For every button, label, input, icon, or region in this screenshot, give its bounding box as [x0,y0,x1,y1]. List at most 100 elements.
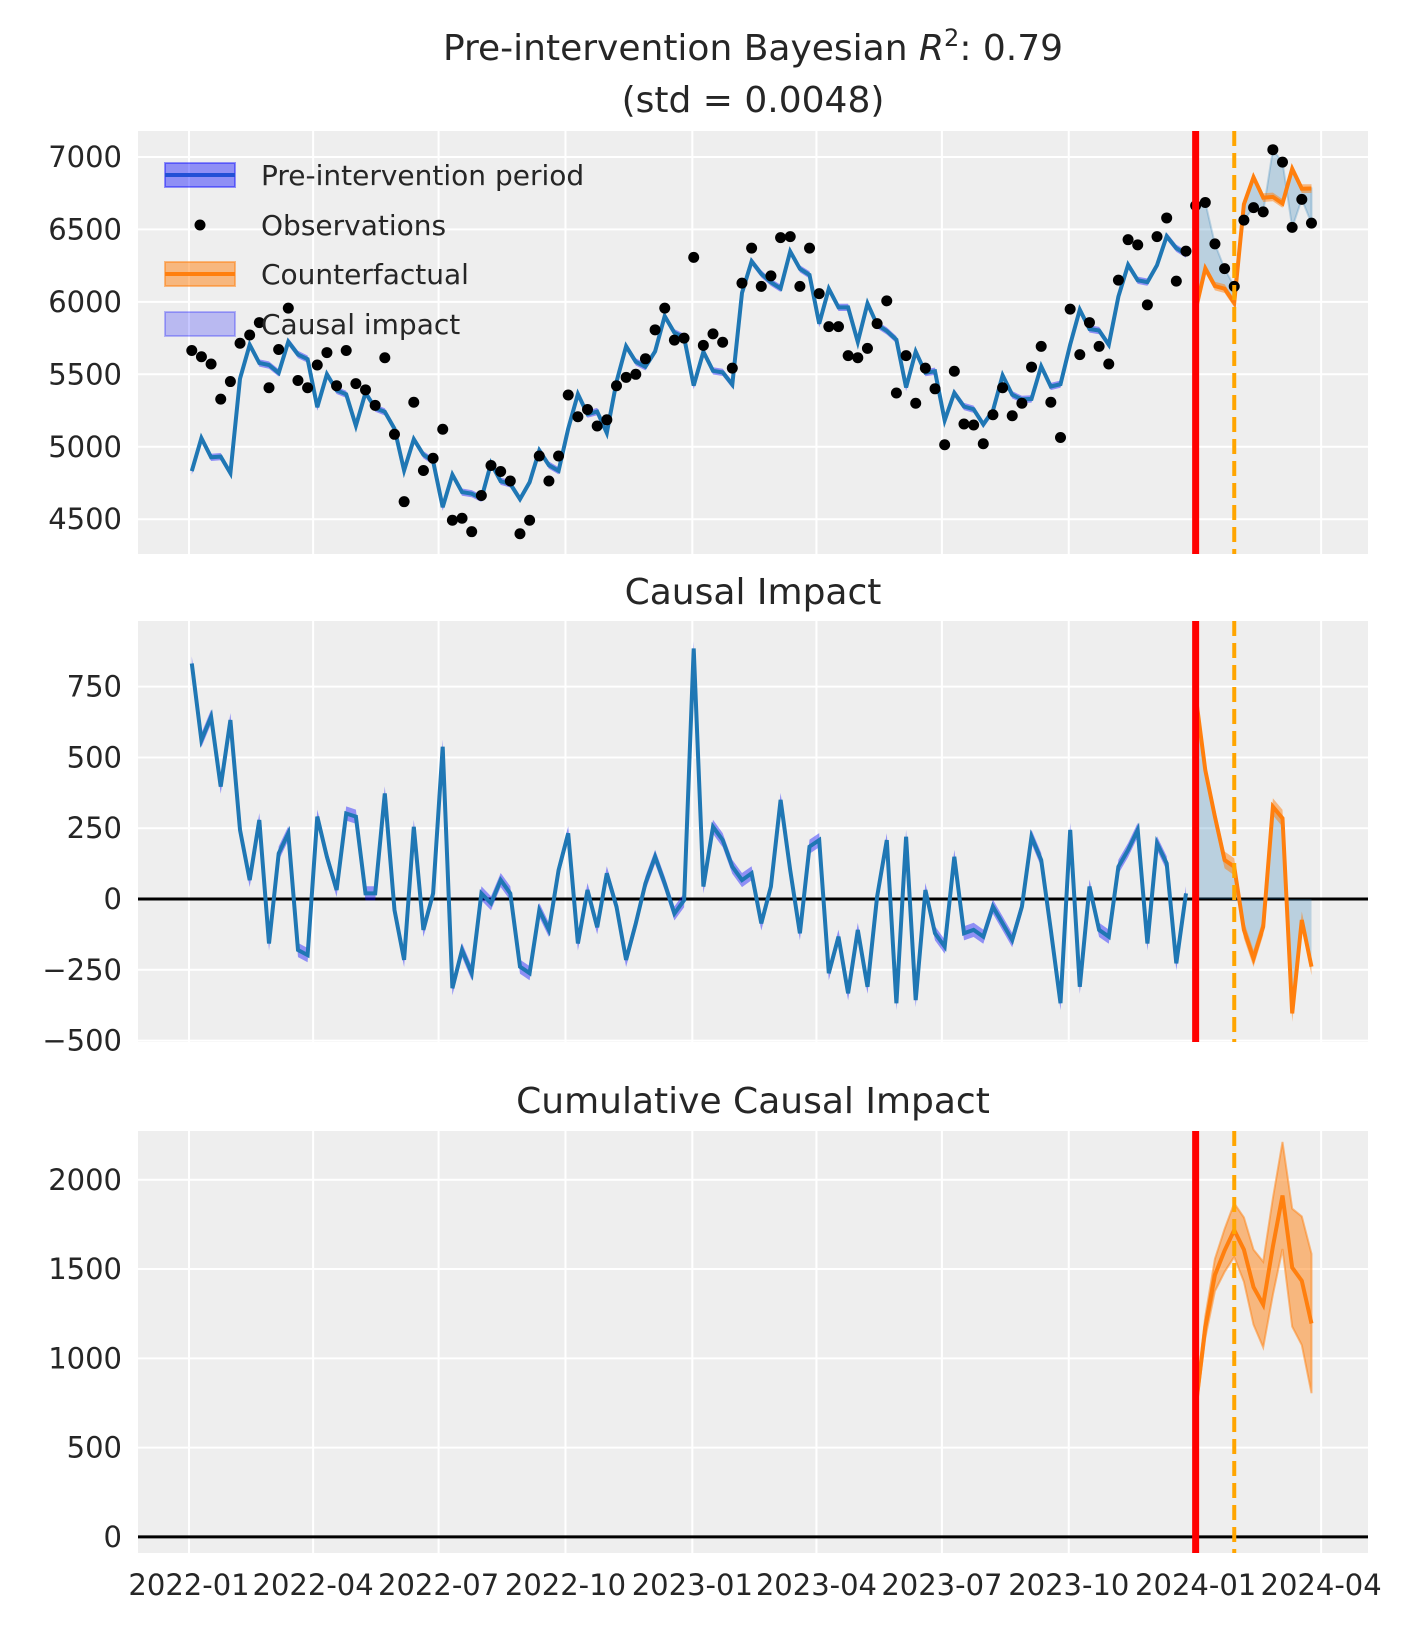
observation-point [1055,431,1066,443]
legend-label-observations: Observations [261,209,446,242]
y-tick-label: 0 [104,1520,122,1554]
observation-point [533,450,545,462]
observation-point [929,383,941,395]
observation-point [485,459,497,471]
observation-point [1122,234,1134,246]
observation-point [543,475,555,487]
observation-point [1151,231,1163,243]
y-tick-label: 500 [67,740,122,774]
observation-point [504,475,516,487]
observation-point [408,396,420,408]
observation-point [1257,206,1269,218]
observation-point [1296,193,1308,205]
legend-swatch-causal-impact [164,311,236,337]
observation-point [794,280,806,292]
observation-point [1132,239,1144,251]
observation-point [939,439,951,451]
observation-point [1093,340,1105,352]
observation-point [292,375,304,387]
impact-panel: −500 −250 0 250 500 750 [42,621,1368,1058]
observation-point [1074,349,1086,361]
observation-point [417,465,429,477]
observation-point [697,339,709,351]
observation-point [186,345,198,357]
observation-point [630,368,642,380]
observation-point [1248,202,1260,214]
y-tick-label: 5000 [48,430,122,464]
observation-point [591,420,603,432]
observation-point [340,345,352,357]
observation-point [639,353,651,365]
observation-point [1199,196,1211,208]
observation-point [215,393,227,405]
observation-point [302,382,314,394]
observation-point [1083,317,1095,329]
observation-point [350,378,362,390]
observation-point [437,423,449,435]
post-impact-line [1193,694,1314,1014]
x-tick-label: 2023-07 [881,1568,1002,1602]
cumulative-panel-title: Cumulative Causal Impact [516,1081,990,1122]
observation-point [852,352,864,364]
x-tick-label: 2022-10 [505,1568,626,1602]
observation-point [1209,238,1221,250]
observation-point [388,428,400,440]
observation-point [784,231,796,243]
observation-point [1161,212,1173,224]
observation-point [997,382,1009,394]
observation-point [572,411,584,423]
x-tick-label: 2023-01 [632,1568,753,1602]
y-tick-label: 7000 [48,140,122,174]
observations-panel: 4500 5000 5500 6000 6500 7000 [48,131,1368,554]
observation-point [813,288,825,300]
observation-point [987,409,999,421]
observation-point [524,514,536,526]
observation-point [823,321,835,333]
observation-point [1219,263,1231,275]
y-tick-label: 6000 [48,285,122,319]
observation-point [890,387,902,399]
observation-point [195,351,207,363]
observation-point [321,347,333,359]
x-tick-label: 2024-01 [1135,1568,1256,1602]
observation-point [977,438,989,450]
x-tick-label: 2022-07 [378,1568,499,1602]
legend-label-pre: Pre-intervention period [261,159,584,192]
observation-point [968,419,980,431]
observation-point [610,380,622,392]
cumulative-panel: 0 500 1000 1500 2000 [48,1131,1368,1554]
observation-point [1141,299,1153,311]
observation-point [910,397,922,409]
y-tick-label: 4500 [48,502,122,536]
observation-point [900,350,912,362]
observation-point [582,404,594,416]
observation-point [1016,397,1028,409]
observation-point [1267,144,1279,156]
observation-point [1064,303,1076,315]
observation-point [234,337,246,349]
observation-point [755,280,767,292]
main-title-line2: (std = 0.0048) [622,80,885,121]
observation-point [1180,245,1192,257]
observation-point [446,514,458,526]
observation-point [919,362,931,374]
observation-point [224,376,236,388]
observation-point [775,232,787,244]
observation-point [466,526,478,538]
legend: Pre-intervention period Observations Cou… [164,159,584,341]
observation-point [1238,214,1250,226]
observation-point [456,512,468,524]
y-tick-label: 2000 [48,1163,122,1197]
observation-point [1026,361,1038,373]
y-tick-label: 6500 [48,212,122,246]
y-tick-label: 1500 [48,1252,122,1286]
x-tick-label: 2022-01 [128,1568,249,1602]
observation-point [263,382,275,394]
observation-point [765,270,777,282]
observation-point [1035,340,1047,352]
observation-point [282,302,294,314]
observation-point [398,496,410,508]
observation-point [427,452,439,464]
observation-point [311,359,323,371]
